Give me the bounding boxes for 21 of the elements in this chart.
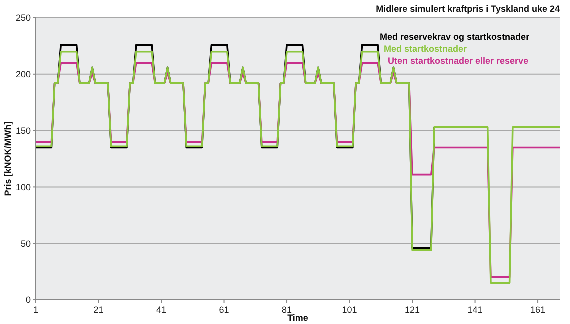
x-axis-title: Time — [288, 313, 308, 323]
y-tick-label: 0 — [26, 295, 31, 306]
y-axis-title: Pris [kNOK/MWh] — [3, 122, 13, 196]
series-label: Med startkostnader — [384, 44, 468, 54]
x-tick-label: 81 — [282, 305, 292, 315]
x-tick-label: 41 — [156, 305, 167, 315]
series-label: Med reservekrav og startkostnader — [380, 32, 530, 42]
x-tick-label: 161 — [530, 305, 546, 315]
y-tick-label: 100 — [16, 182, 31, 192]
y-tick-label: 150 — [16, 126, 31, 136]
x-tick-label: 1 — [33, 305, 39, 315]
y-tick-label: 200 — [16, 70, 31, 80]
x-tick-label: 101 — [342, 305, 358, 315]
x-tick-label: 121 — [405, 305, 420, 315]
chart-title: Midlere simulert kraftpris i Tyskland uke 24 — [376, 4, 560, 14]
y-tick-label: 50 — [20, 238, 31, 249]
x-tick-label: 141 — [468, 305, 483, 315]
x-tick-label: 61 — [219, 305, 230, 315]
x-tick-label: 21 — [94, 305, 104, 315]
y-tick-label: 250 — [16, 13, 31, 24]
series-label: Uten startkostnader eller reserve — [388, 56, 529, 66]
